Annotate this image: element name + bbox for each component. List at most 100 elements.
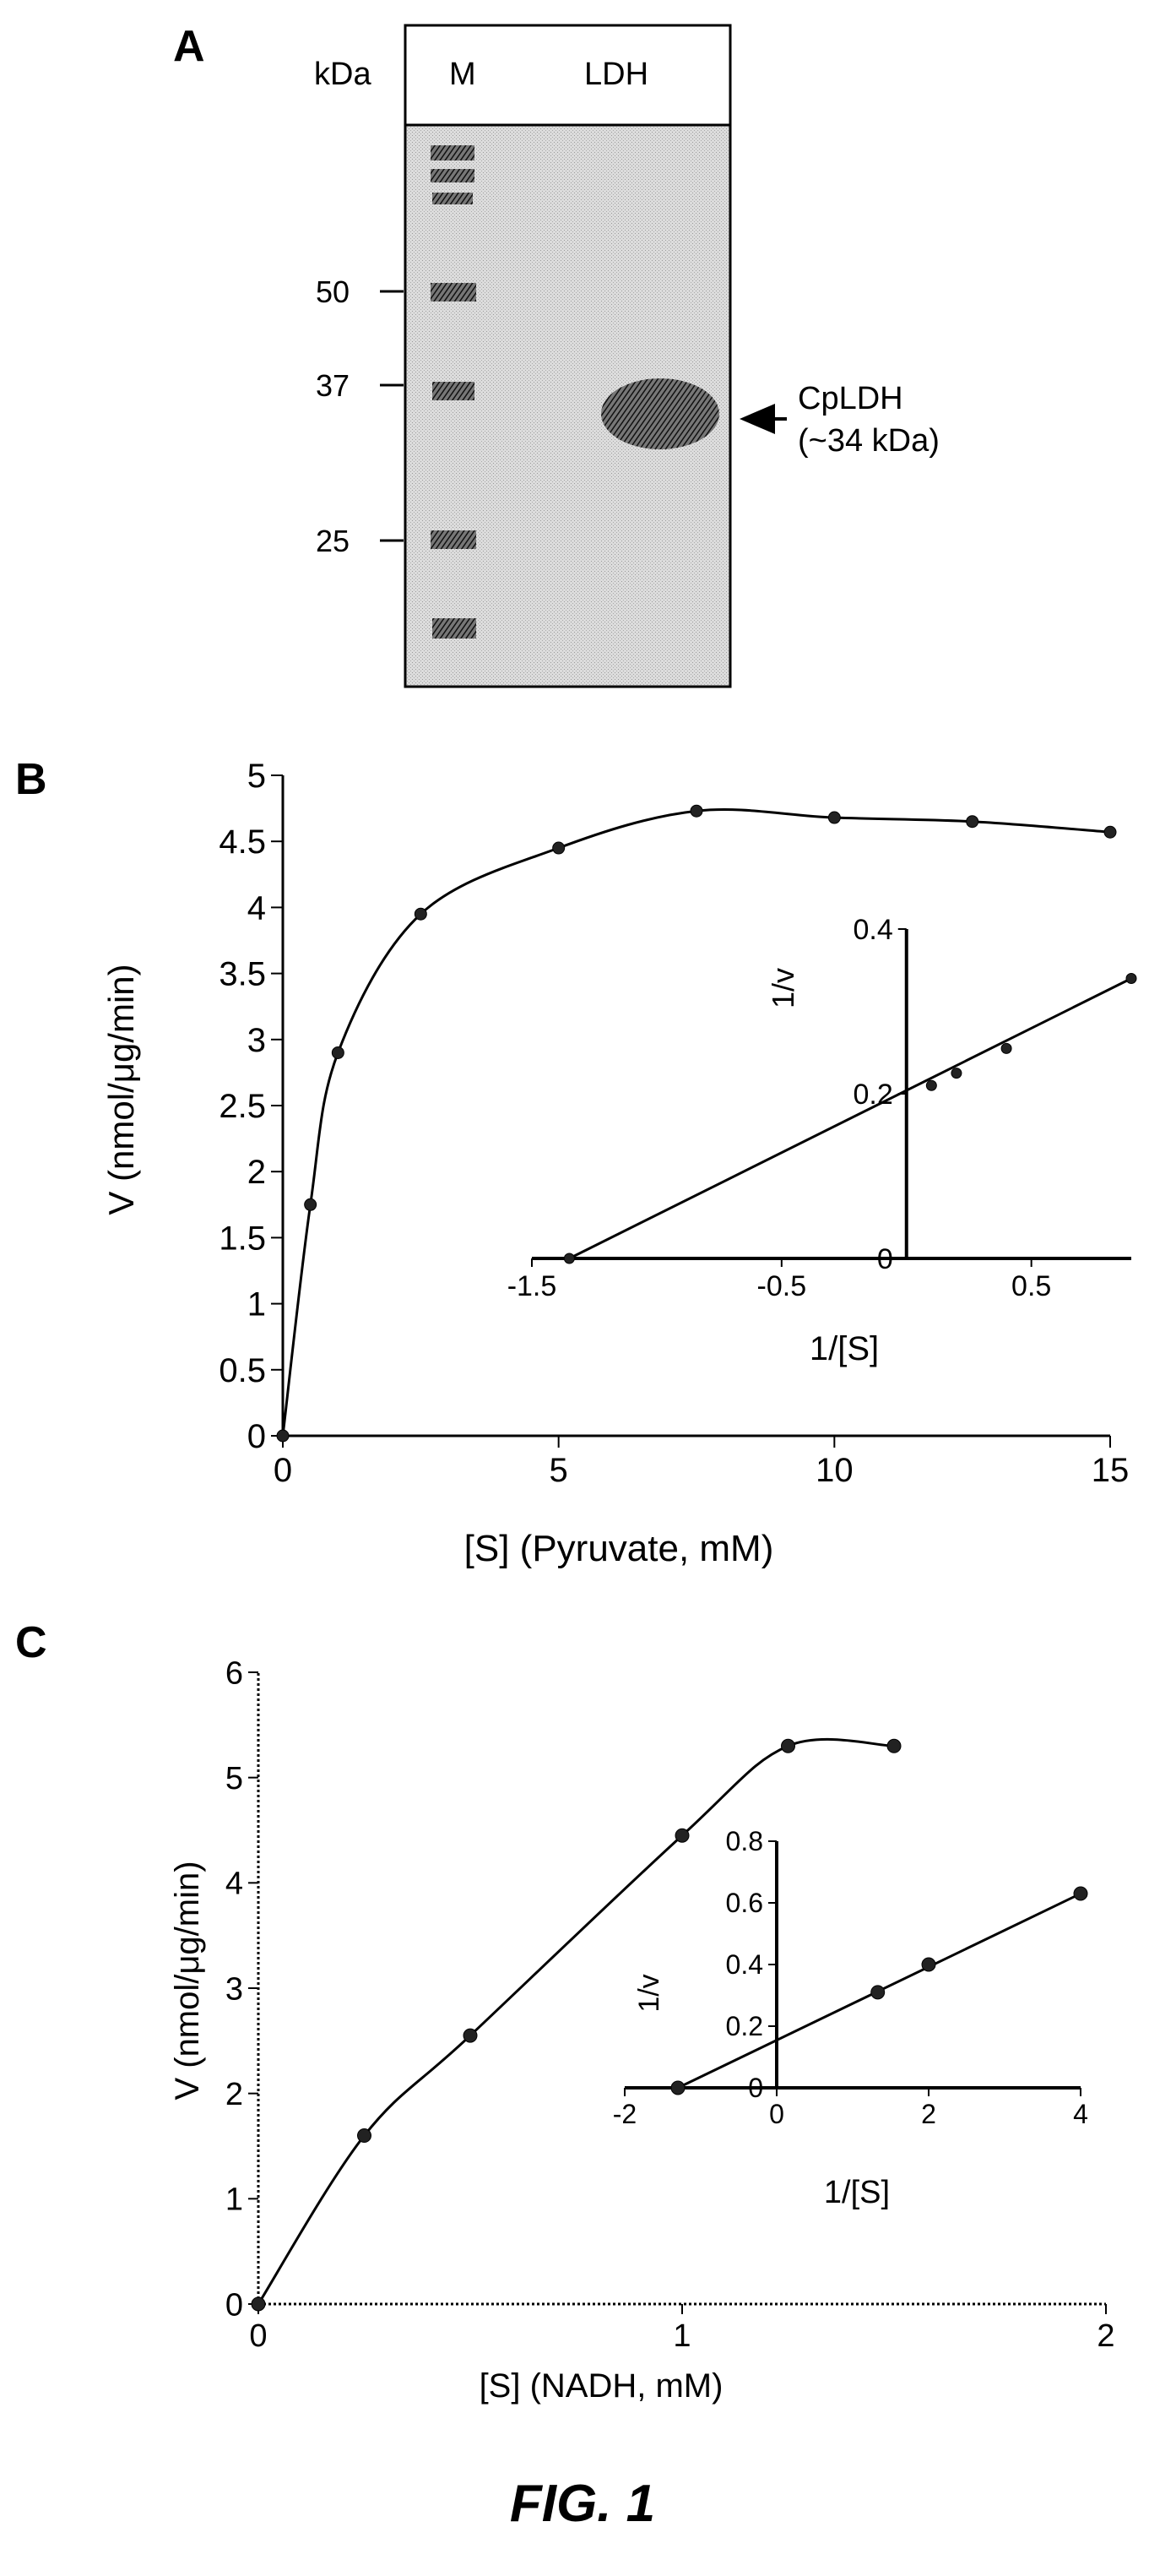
panel-b-xlabel: [S] (Pyruvate, mM) bbox=[464, 1528, 774, 1569]
panel-c-main-data-point bbox=[357, 2128, 371, 2144]
panel-c-main-y-tick-label: 6 bbox=[225, 1655, 243, 1691]
panel-a: A kDa M LDH 50 37 25 CpLDH (~34 kDa) bbox=[173, 22, 940, 688]
cpldh-band bbox=[601, 378, 719, 449]
panel-c-inset-y-tick-label: 0 bbox=[748, 2073, 763, 2103]
panel-b-inset-y-tick-label: 0 bbox=[877, 1243, 893, 1275]
panel-c-main-data-point bbox=[886, 1738, 902, 1753]
panel-b-main-data-point bbox=[304, 1198, 317, 1211]
panel-b-label: B bbox=[15, 755, 47, 804]
panel-b-main-data-point bbox=[331, 1046, 344, 1059]
band-label-size: (~34 kDa) bbox=[798, 423, 940, 459]
panel-b-main-data-point bbox=[827, 811, 841, 824]
panel-b-inset-series-line bbox=[568, 977, 1132, 1260]
panel-b-main-data-point bbox=[414, 907, 427, 921]
panel-b-main-data-point bbox=[1103, 825, 1117, 839]
panel-b-main-y-tick-label: 3 bbox=[247, 1022, 266, 1059]
panel-c-main-data-point bbox=[251, 2296, 266, 2312]
kda-label: kDa bbox=[314, 57, 371, 92]
ladder-band bbox=[431, 283, 476, 302]
panel-b-main-x-tick-label: 0 bbox=[274, 1452, 292, 1489]
panel-b-chart: B [S] (Pyruvate, mM) V (nmol/μg/min) 1/[… bbox=[15, 755, 1137, 1569]
panel-c-inset-x-tick-label: 2 bbox=[921, 2099, 936, 2129]
panel-b-main-series-line bbox=[281, 808, 1111, 1437]
panel-b-main-y-tick-label: 4 bbox=[247, 889, 266, 927]
panel-c-main-series-line bbox=[257, 1737, 895, 2305]
panel-c-main-x-tick-label: 0 bbox=[249, 2318, 267, 2354]
panel-c-inset-x-tick-label: -2 bbox=[613, 2099, 637, 2129]
panel-b-inset-data-point bbox=[951, 1068, 962, 1079]
panel-c-xlabel: [S] (NADH, mM) bbox=[480, 2367, 724, 2405]
panel-b-main-y-tick-label: 5 bbox=[247, 758, 266, 795]
panel-c-inset-x-tick-label: 0 bbox=[769, 2099, 784, 2129]
panel-a-label: A bbox=[173, 22, 205, 71]
lane-label-ldh: LDH bbox=[584, 57, 648, 92]
panel-c-main-y-tick-label: 5 bbox=[225, 1761, 243, 1796]
panel-c-inset-data-point bbox=[921, 1957, 936, 1972]
panel-b-main-x-tick-label: 10 bbox=[816, 1452, 854, 1489]
panel-c-inset-y-tick-label: 0.4 bbox=[726, 1949, 763, 1980]
panel-c-main-data-point bbox=[463, 2028, 478, 2043]
panel-b-inset-data-point bbox=[1125, 973, 1137, 984]
ladder-band bbox=[432, 193, 473, 204]
panel-b-main-y-tick-label: 0 bbox=[247, 1418, 266, 1455]
panel-c-ylabel: V (nmol/μg/min) bbox=[169, 1861, 206, 2100]
panel-b-main-data-point bbox=[276, 1429, 290, 1443]
panel-b-main-y-tick-label: 0.5 bbox=[219, 1352, 266, 1389]
panel-b-inset-xlabel: 1/[S] bbox=[810, 1330, 879, 1367]
panel-b-main-y-tick-label: 2 bbox=[247, 1154, 266, 1191]
panel-c-main-x-tick-label: 2 bbox=[1097, 2318, 1114, 2354]
panel-c-inset-y-tick-label: 0.2 bbox=[726, 2011, 763, 2041]
panel-c-inset-y-tick-label: 0.6 bbox=[726, 1888, 763, 1918]
panel-b-inset-y-tick-label: 0.4 bbox=[853, 914, 892, 946]
panel-b-inset-data-point bbox=[925, 1079, 937, 1091]
panel-b-main-y-tick-label: 1 bbox=[247, 1286, 266, 1323]
panel-b-ylabel: V (nmol/μg/min) bbox=[101, 964, 141, 1215]
panel-c-main-y-tick-label: 1 bbox=[225, 2182, 243, 2218]
panel-c-inset-data-point bbox=[670, 2080, 686, 2095]
figure-caption: FIG. 1 bbox=[510, 2475, 655, 2533]
panel-b-main-y-tick-label: 4.5 bbox=[219, 823, 266, 861]
panel-c-main-data-point bbox=[781, 1738, 795, 1753]
panel-b-inset-x-tick-label: 0.5 bbox=[1011, 1270, 1051, 1302]
panel-b-inset-ylabel: 1/v bbox=[766, 968, 800, 1008]
panel-c-main-y-tick-label: 0 bbox=[225, 2287, 243, 2323]
panel-c-main-data-point bbox=[675, 1828, 690, 1843]
panel-c-main-x-tick-label: 1 bbox=[673, 2318, 691, 2354]
panel-b-main-x-tick-label: 5 bbox=[550, 1452, 568, 1489]
marker-label-50: 50 bbox=[316, 274, 350, 309]
ladder-band bbox=[432, 382, 474, 400]
panel-b-inset-x-tick-label: -1.5 bbox=[507, 1270, 557, 1302]
panel-c-inset-data-point bbox=[870, 1985, 886, 2000]
panel-c-main-y-tick-label: 3 bbox=[225, 1971, 243, 2007]
panel-c-inset-x-tick-label: 4 bbox=[1073, 2099, 1088, 2129]
panel-c-inset-data-point bbox=[1073, 1886, 1088, 1901]
panel-b-main-data-point bbox=[966, 815, 979, 829]
panel-b-main-y-tick-label: 2.5 bbox=[219, 1088, 266, 1125]
ladder-band bbox=[431, 145, 474, 160]
band-label-name: CpLDH bbox=[798, 381, 903, 416]
panel-c-inset-ylabel: 1/v bbox=[633, 1974, 665, 2012]
panel-b-main-data-point bbox=[552, 841, 566, 855]
ladder-band bbox=[431, 169, 474, 182]
panel-b-inset-data-point bbox=[563, 1253, 575, 1264]
panel-b-inset-x-tick-label: -0.5 bbox=[757, 1270, 807, 1302]
ladder-band bbox=[431, 530, 476, 549]
panel-b-inset-y-tick-label: 0.2 bbox=[853, 1079, 892, 1111]
marker-label-25: 25 bbox=[316, 524, 350, 558]
panel-b-inset-data-point bbox=[1000, 1042, 1012, 1054]
panel-c-inset-y-tick-label: 0.8 bbox=[726, 1826, 763, 1856]
panel-c-main-y-tick-label: 2 bbox=[225, 2077, 243, 2112]
ladder-band bbox=[432, 618, 476, 639]
panel-b-main-data-point bbox=[690, 804, 703, 818]
panel-c-chart: C [S] (NADH, mM) V (nmol/μg/min) 1/[S] 1… bbox=[15, 1618, 1115, 2405]
panel-c-main-y-tick-label: 4 bbox=[225, 1867, 243, 1902]
panel-b-main-y-tick-label: 1.5 bbox=[219, 1220, 266, 1257]
lane-label-m: M bbox=[449, 57, 476, 92]
panel-b-main-x-tick-label: 15 bbox=[1092, 1452, 1130, 1489]
gel-header bbox=[404, 24, 732, 127]
marker-label-37: 37 bbox=[316, 368, 350, 403]
panel-c-inset-xlabel: 1/[S] bbox=[824, 2175, 890, 2210]
band-arrow bbox=[740, 404, 775, 434]
panel-c-label: C bbox=[15, 1618, 47, 1667]
